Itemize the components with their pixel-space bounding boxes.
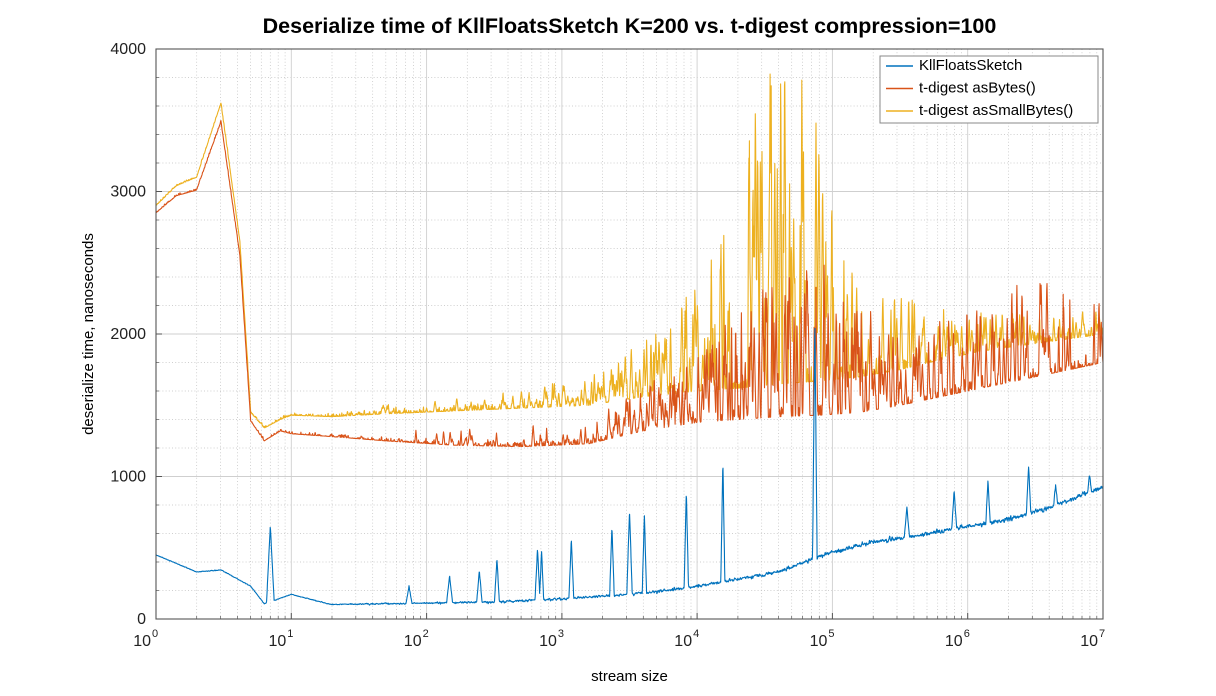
svg-text:KllFloatsSketch: KllFloatsSketch — [919, 57, 1022, 74]
svg-text:3000: 3000 — [110, 184, 146, 201]
svg-text:4000: 4000 — [110, 41, 146, 58]
svg-text:7: 7 — [1099, 628, 1105, 640]
svg-text:5: 5 — [828, 628, 834, 640]
svg-text:10: 10 — [404, 633, 422, 650]
svg-text:10: 10 — [133, 633, 151, 650]
svg-text:0: 0 — [152, 628, 158, 640]
svg-text:t-digest asBytes(): t-digest asBytes() — [919, 80, 1036, 97]
svg-text:10: 10 — [674, 633, 692, 650]
svg-text:10: 10 — [269, 633, 287, 650]
svg-text:10: 10 — [945, 633, 963, 650]
svg-text:2: 2 — [423, 628, 429, 640]
svg-text:10: 10 — [810, 633, 828, 650]
svg-text:10: 10 — [539, 633, 557, 650]
svg-text:2000: 2000 — [110, 326, 146, 343]
svg-text:1: 1 — [287, 628, 293, 640]
svg-text:3: 3 — [558, 628, 564, 640]
svg-text:6: 6 — [964, 628, 970, 640]
svg-text:4: 4 — [693, 628, 699, 640]
svg-text:0: 0 — [137, 611, 146, 628]
svg-text:1000: 1000 — [110, 469, 146, 486]
svg-text:t-digest asSmallBytes(): t-digest asSmallBytes() — [919, 102, 1073, 119]
svg-text:10: 10 — [1080, 633, 1098, 650]
